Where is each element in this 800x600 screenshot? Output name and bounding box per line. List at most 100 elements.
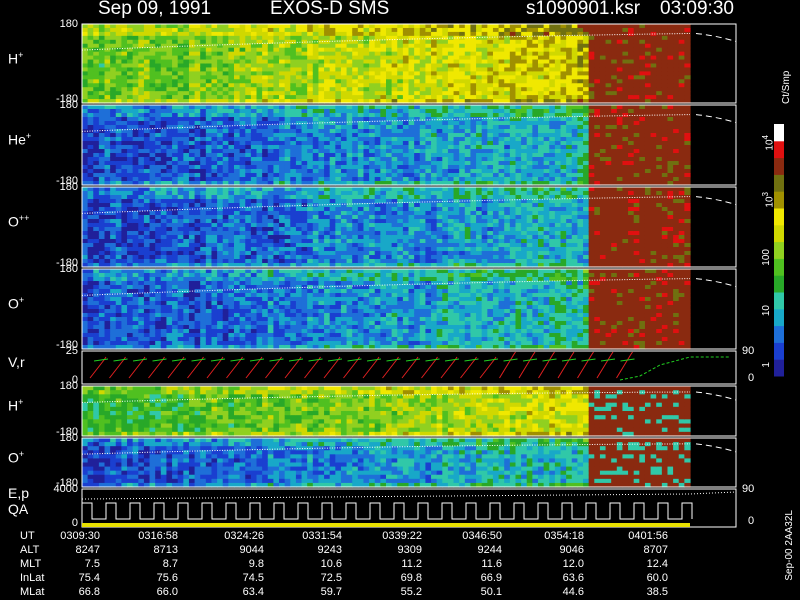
panel-label: O++	[8, 213, 29, 230]
panel-6-o	[81, 437, 737, 488]
colorbar-swatch	[774, 275, 784, 293]
panel-3-o	[81, 268, 737, 350]
panel-label: H+	[8, 397, 23, 414]
ephemeris-value: 11.6	[481, 558, 502, 570]
colorbar-swatch	[774, 157, 784, 175]
panel-label: H+	[8, 50, 23, 67]
ephemeris-value: 11.2	[401, 558, 422, 570]
ephemeris-value: 9243	[317, 544, 342, 556]
ephemeris-value: 7.5	[84, 558, 100, 570]
ytick-top: 180	[59, 99, 78, 111]
spin-trace-extrapolated	[695, 114, 737, 124]
right-tick-bottom: 0	[748, 372, 755, 384]
colorbar-swatch	[774, 140, 784, 159]
panel-2-o	[81, 186, 737, 268]
colorbar-swatch	[774, 292, 784, 310]
ephemeris-value: 0309:30	[60, 530, 100, 542]
ytick-bottom: 0	[71, 517, 78, 529]
colorbar-swatch	[774, 124, 784, 142]
ephemeris-table: UT 0309:30 0316:58 0324:26 0331:54 0339:22 034…	[0, 530, 760, 600]
colorbar-tick: 10	[761, 305, 772, 317]
colorbar-swatch	[774, 208, 784, 226]
ephemeris-value: 72.5	[320, 572, 342, 584]
colorbar-tick-base: 10	[764, 139, 776, 151]
panel-label: E,p QA	[8, 485, 29, 517]
colorbar-tick: 1	[761, 362, 772, 368]
panel-label-sup: +	[18, 448, 25, 459]
ephemeris-value: 69.8	[400, 572, 422, 584]
colorbar-label: Ct/Smp	[781, 70, 792, 104]
ephemeris-label: InLat	[20, 572, 45, 584]
ytick-bottom: -180	[55, 175, 78, 187]
colorbar-tick: 100	[761, 249, 772, 266]
panel-7-epqa	[81, 488, 737, 528]
ephemeris-value: 12.0	[562, 558, 584, 570]
colorbar-tick-sup: 4	[761, 135, 770, 140]
panel-label: V,r	[8, 354, 25, 370]
ytick-bottom: -180	[55, 477, 78, 489]
header-date: Sep 09, 1991	[98, 0, 212, 19]
ephemeris-value: 0331:54	[302, 530, 342, 542]
ephemeris-label: MLat	[20, 586, 45, 598]
ephemeris-value: 60.0	[646, 572, 668, 584]
right-tick-bottom: 0	[748, 515, 755, 527]
ephemeris-value: 8.7	[162, 558, 178, 570]
colorbar-swatch	[774, 241, 784, 259]
ephemeris-label: MLT	[20, 558, 42, 570]
ephemeris-row-inlat: InLat 75.4 75.6 74.5 72.5 69.8 66.9 63.6 60.0	[0, 572, 760, 586]
ytick-top: 180	[59, 181, 78, 193]
ephemeris-row-ut: UT 0309:30 0316:58 0324:26 0331:54 0339:22 034…	[0, 530, 760, 544]
ephemeris-value: 75.6	[156, 572, 178, 584]
header-instrument: EXOS-D SMS	[270, 0, 390, 19]
ytick-bottom: 0	[71, 374, 78, 386]
spin-trace	[81, 32, 691, 51]
ephemeris-value: 63.4	[242, 586, 264, 598]
colorbar-tick: 103	[761, 192, 775, 208]
panel-label-sup: +	[18, 295, 25, 305]
plot-header: Sep 09, 1991 EXOS-D SMS s1090901.ksr 03:…	[0, 0, 800, 22]
colorbar-swatch	[774, 224, 784, 243]
spin-trace	[81, 114, 691, 132]
ephemeris-value: 0354:18	[544, 530, 584, 542]
panel-label-sup: ++	[18, 213, 30, 223]
colorbar-tick-base: 10	[764, 196, 776, 208]
panel-label-base: V,r	[8, 353, 25, 370]
panel-label-base: O	[8, 295, 19, 312]
panel-label-base: H	[8, 397, 19, 414]
ephemeris-value: 66.9	[480, 572, 502, 584]
panel-label: O+	[8, 295, 24, 312]
panel-label-line2: QA	[8, 501, 29, 517]
colorbar-tick-sup: 3	[761, 192, 770, 197]
ephemeris-value: 9.8	[248, 558, 264, 570]
vr-dashed-trace	[619, 356, 730, 381]
ephemeris-value: 9309	[397, 544, 422, 556]
ephemeris-value: 0346:50	[462, 530, 502, 542]
ytick-top: 180	[59, 18, 78, 30]
colorbar-swatch	[774, 359, 784, 377]
ephemeris-value: 74.5	[242, 572, 264, 584]
panel-5-h	[81, 385, 737, 437]
panel-0-h	[81, 23, 737, 104]
colorbar-swatch	[774, 342, 784, 360]
ephemeris-value: 0316:58	[138, 530, 178, 542]
panel-label: He+	[8, 131, 31, 148]
colorbar-swatch	[774, 325, 784, 343]
ephemeris-value: 38.5	[646, 586, 668, 598]
ephemeris-row-mlat: MLat 66.8 66.0 63.4 59.7 55.2 50.1 44.6 38.5	[0, 586, 760, 600]
vr-green-trace	[93, 358, 635, 362]
header-file: s1090901.ksr	[526, 0, 641, 19]
ephemeris-value: 66.8	[78, 586, 100, 598]
ep-step-trace	[81, 502, 693, 520]
colorbar-tick: 104	[761, 135, 775, 151]
right-tick-top: 90	[742, 345, 755, 357]
ephemeris-row-mlt: MLT 7.5 8.7 9.8 10.6 11.2 11.6 12.0 12.4	[0, 558, 760, 572]
ytick-top: 180	[59, 432, 78, 444]
ephemeris-value: 10.6	[320, 558, 342, 570]
ephemeris-value: 9244	[477, 544, 502, 556]
ephemeris-value: 9046	[559, 544, 584, 556]
ephemeris-value: 75.4	[78, 572, 100, 584]
panel-label-base: H	[8, 50, 19, 67]
ephemeris-value: 8247	[75, 544, 100, 556]
ephemeris-value: 55.2	[400, 586, 422, 598]
